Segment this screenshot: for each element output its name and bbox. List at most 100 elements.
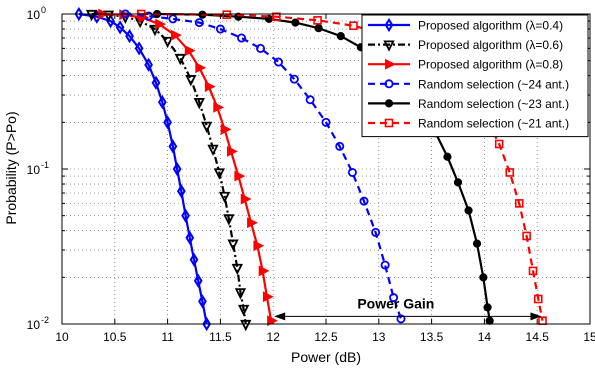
data-point (267, 315, 278, 327)
data-point (74, 6, 84, 22)
data-point (349, 21, 358, 31)
data-point (115, 20, 125, 35)
series-line (78, 12, 208, 325)
legend-label: Proposed algorithm (λ=0.4) (418, 19, 563, 33)
data-point (185, 230, 195, 245)
data-point (291, 18, 300, 27)
annotation-arrowhead-left (274, 312, 286, 321)
data-point (193, 273, 203, 288)
legend-box (361, 14, 589, 138)
data-point (240, 319, 252, 332)
data-point (347, 167, 357, 177)
data-point (359, 196, 369, 206)
data-point (222, 10, 232, 19)
data-point (204, 81, 216, 93)
x-tick-label: 12.5 (314, 330, 338, 344)
y-axis-label: Probability (P>Po) (3, 111, 19, 224)
legend-entry: Proposed algorithm (λ=0.8) (368, 58, 563, 72)
data-point (213, 101, 225, 113)
data-point (380, 260, 390, 270)
data-point (157, 95, 167, 110)
data-point (305, 95, 315, 105)
data-point (149, 24, 161, 37)
data-point (231, 263, 243, 276)
data-point (494, 139, 504, 149)
data-point (198, 294, 207, 309)
data-point (262, 291, 274, 303)
y-tick-exponent: 0 (41, 5, 46, 15)
data-point (335, 141, 345, 151)
data-point (151, 75, 161, 90)
legend-label: Proposed algorithm (λ=0.6) (418, 38, 563, 52)
y-tick-exponent: -1 (41, 160, 49, 170)
x-tick-label: 11 (161, 330, 174, 344)
data-point (234, 170, 246, 182)
data-point (163, 115, 172, 130)
data-point (237, 304, 250, 317)
data-point (396, 314, 406, 324)
data-point (505, 168, 515, 177)
legend-entry: Proposed algorithm (λ=0.4) (368, 17, 563, 33)
legend-label: Random selection (~24 ant.) (418, 77, 569, 91)
plot-frame (61, 13, 591, 325)
legend-marker (384, 99, 394, 108)
y-tick-label: 10 (27, 8, 41, 22)
data-point (522, 231, 531, 241)
data-point (172, 161, 182, 177)
data-point (125, 29, 134, 44)
data-point (464, 206, 473, 215)
data-point (193, 98, 205, 110)
data-point (194, 18, 204, 28)
y-tick-exponent: -2 (41, 315, 49, 325)
data-point (227, 239, 239, 251)
data-point (189, 252, 199, 267)
data-point (155, 18, 167, 30)
axes-box (61, 13, 591, 325)
data-point (321, 117, 331, 127)
data-point (144, 57, 153, 72)
power-gain-annotation: Power Gain (274, 295, 542, 321)
data-point (195, 62, 207, 74)
data-point (389, 293, 399, 303)
data-point (443, 152, 452, 161)
data-point (220, 124, 232, 135)
data-point (234, 288, 247, 300)
data-point (184, 45, 196, 57)
y-tick-label: 10 (27, 163, 41, 177)
data-point (237, 33, 247, 43)
legend-marker (384, 79, 394, 89)
data-point (514, 199, 524, 208)
series-layer (74, 6, 547, 332)
series-1 (74, 6, 212, 332)
data-point (161, 36, 174, 49)
data-point (453, 178, 463, 187)
data-point (313, 16, 322, 25)
data-point (256, 43, 266, 53)
data-point (528, 266, 538, 276)
tick-labels: 10 10.5 11 11.5 12 12.5 13 13.5 14 14.5 1510-210-1… (27, 5, 595, 344)
x-tick-label: 11.5 (209, 330, 232, 344)
data-point (102, 10, 115, 22)
data-point (181, 208, 190, 223)
annotation-text: Power Gain (357, 295, 434, 311)
data-point (314, 24, 323, 33)
data-point (472, 239, 482, 248)
legend-marker (384, 17, 394, 33)
x-tick-label: 12 (267, 330, 281, 344)
legend-marker (383, 40, 395, 52)
data-point (247, 217, 258, 229)
data-point (218, 191, 231, 204)
data-point (134, 41, 144, 56)
data-point (185, 75, 197, 87)
data-point (253, 240, 265, 252)
data-point (273, 57, 283, 67)
data-point (176, 184, 186, 199)
x-tick-label: 14.5 (526, 330, 550, 344)
data-point (240, 193, 252, 205)
legend-entry: Random selection (~21 ant.) (368, 117, 569, 131)
x-tick-label: 13.5 (420, 330, 444, 344)
x-axis-label: Power (dB) (291, 349, 361, 365)
data-point (215, 24, 225, 34)
y-tick-label: 10 (27, 318, 41, 332)
